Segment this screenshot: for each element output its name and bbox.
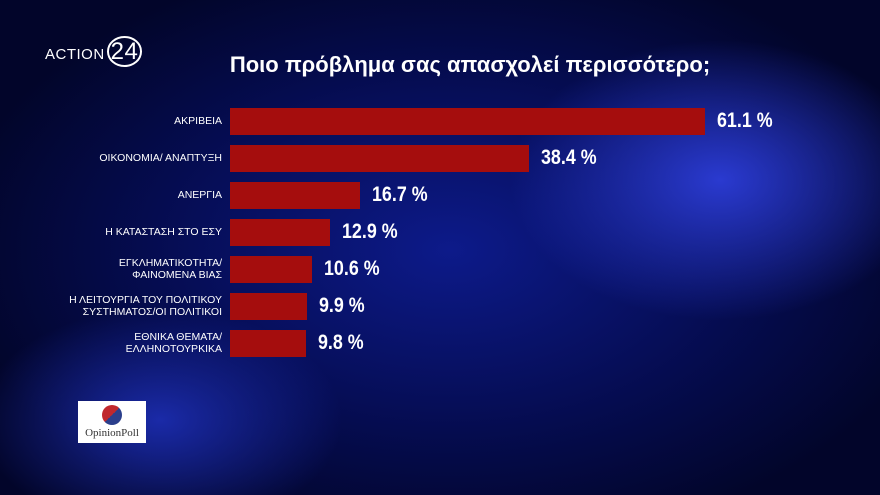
- value-label: 61.1 %: [717, 109, 773, 132]
- pollster-name: OpinionPoll: [85, 427, 139, 439]
- channel-logo: ACTION 24: [45, 36, 143, 67]
- category-label: ΑΚΡΙΒΕΙΑ: [174, 115, 222, 127]
- value-label: 10.6 %: [324, 257, 380, 280]
- value-label: 9.9 %: [318, 294, 365, 317]
- pollster-icon: [102, 405, 122, 425]
- bar: [230, 255, 313, 283]
- bar: [230, 218, 331, 246]
- bar: [230, 292, 307, 320]
- category-label: ΟΙΚΟΝΟΜΙΑ/ ΑΝΑΠΤΥΞΗ: [99, 152, 222, 164]
- value-label: 16.7 %: [371, 183, 428, 206]
- category-label: ΕΘΝΙΚΑ ΘΕΜΑΤΑ/ ΕΛΛΗΝΟΤΟΥΡΚΙΚΑ: [125, 331, 222, 355]
- bar: [230, 144, 529, 172]
- value-label: 12.9 %: [342, 220, 398, 243]
- category-label: Η ΚΑΤΑΣΤΑΣΗ ΣΤΟ ΕΣΥ: [105, 226, 222, 238]
- channel-number: 24: [106, 36, 143, 67]
- bar: [230, 181, 360, 209]
- pollster-logo: OpinionPoll: [78, 401, 146, 443]
- category-label: Η ΛΕΙΤΟΥΡΓΙΑ ΤΟΥ ΠΟΛΙΤΙΚΟΥ ΣΥΣΤΗΜΑΤΟΣ/ΟΙ…: [69, 294, 222, 318]
- chart-title: Ποιο πρόβλημα σας απασχολεί περισσότερο;: [229, 52, 711, 77]
- bar: [230, 107, 705, 135]
- category-label: ΕΓΚΛΗΜΑΤΙΚΟΤΗΤΑ/ ΦΑΙΝΟΜΕΝΑ ΒΙΑΣ: [118, 257, 222, 281]
- category-label: ΑΝΕΡΓΙΑ: [177, 189, 222, 201]
- channel-name: ACTION: [45, 46, 105, 63]
- value-label: 9.8 %: [318, 331, 364, 354]
- bar: [230, 329, 307, 357]
- value-label: 38.4 %: [540, 146, 597, 169]
